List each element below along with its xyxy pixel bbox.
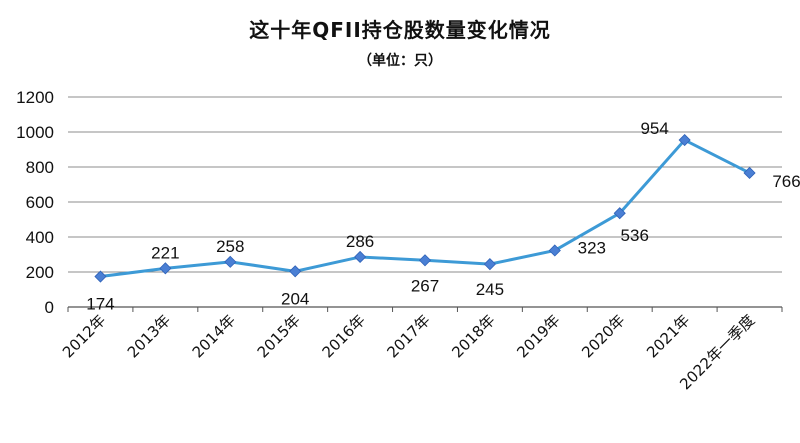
data-labels: 174 221 258 204 286 267 245 323 536 954 766 xyxy=(86,119,800,313)
x-tick-label: 2013年 xyxy=(124,311,174,361)
data-point-marker xyxy=(94,270,107,283)
chart-subtitle: （单位：只） xyxy=(358,53,442,69)
data-label: 204 xyxy=(281,289,309,308)
x-tick-labels: 2012年 2013年 2014年 2015年 2016年 2017年 2018年 2019年… xyxy=(59,307,783,393)
x-tick-label: 2018年 xyxy=(448,311,498,361)
y-tick-label: 600 xyxy=(26,193,54,212)
x-tick-label: 2016年 xyxy=(319,311,369,361)
x-tick-label: 2019年 xyxy=(513,311,563,361)
data-point-marker xyxy=(613,207,626,220)
data-label: 954 xyxy=(640,119,668,138)
data-label: 267 xyxy=(411,276,439,295)
data-markers xyxy=(94,133,756,283)
chart-title: 这十年QFII持仓股数量变化情况 xyxy=(249,18,551,42)
x-tick-label: 2021年 xyxy=(643,311,693,361)
x-tick-label: 2017年 xyxy=(383,311,433,361)
data-label: 245 xyxy=(476,280,504,299)
data-label: 258 xyxy=(216,237,244,256)
x-tick-label: 2015年 xyxy=(254,311,304,361)
data-label: 221 xyxy=(151,243,179,262)
data-point-marker xyxy=(289,265,302,278)
data-point-marker xyxy=(159,262,172,275)
data-label: 174 xyxy=(86,295,114,314)
y-tick-label: 200 xyxy=(26,263,54,282)
data-point-marker xyxy=(548,244,561,257)
data-point-marker xyxy=(483,258,496,271)
y-tick-label: 800 xyxy=(26,158,54,177)
data-label: 323 xyxy=(578,238,606,257)
data-point-marker xyxy=(418,254,432,267)
data-label: 536 xyxy=(621,226,649,245)
x-tick-label: 2014年 xyxy=(189,311,239,361)
gridlines xyxy=(68,96,782,273)
y-tick-label: 1200 xyxy=(16,88,54,107)
y-tick-label: 400 xyxy=(26,228,54,247)
x-tick-label: 2012年 xyxy=(59,311,109,361)
data-point-marker xyxy=(678,133,691,147)
data-label: 766 xyxy=(772,172,800,191)
data-point-marker xyxy=(743,166,756,180)
y-tick-label: 0 xyxy=(45,298,54,317)
data-point-marker xyxy=(224,255,237,268)
y-tick-labels: 0 200 400 600 800 1000 1200 xyxy=(16,88,54,317)
y-tick-label: 1000 xyxy=(16,123,54,142)
x-tick-label: 2020年 xyxy=(578,311,628,361)
data-label: 286 xyxy=(346,232,374,251)
data-point-marker xyxy=(354,250,367,264)
